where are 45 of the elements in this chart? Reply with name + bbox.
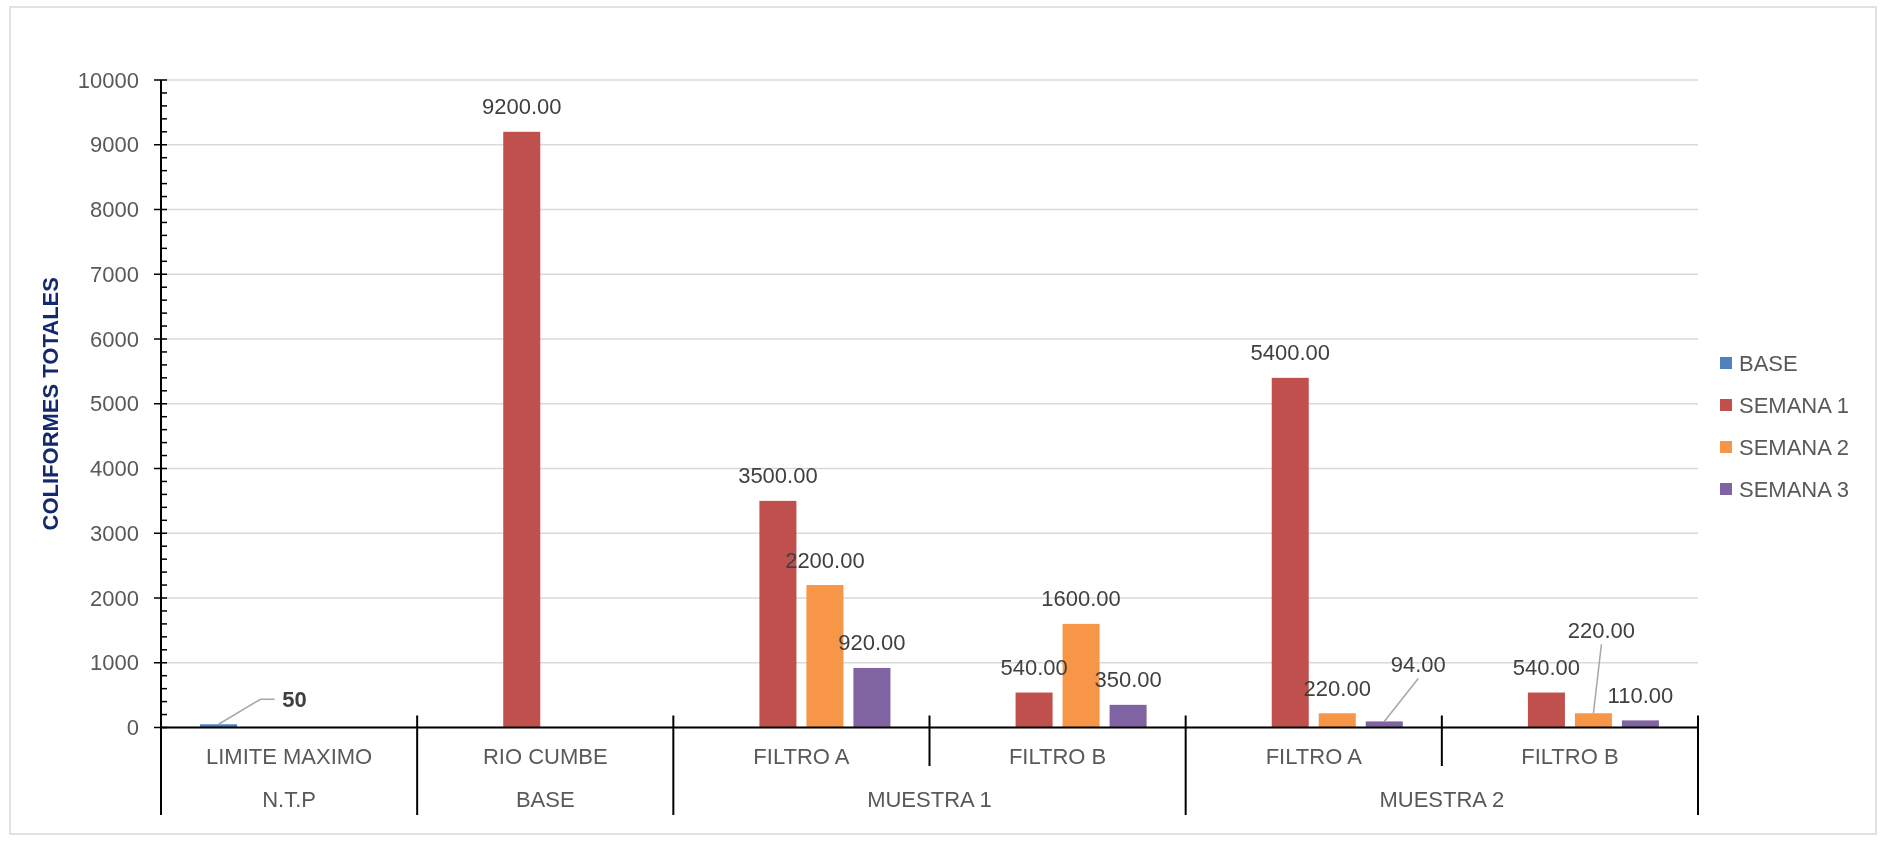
bar	[853, 667, 891, 728]
data-label: 50	[282, 686, 307, 712]
x-tick-label: FILTRO A	[753, 743, 850, 769]
data-label: 9200.00	[481, 94, 562, 120]
y-tick-label: 6000	[90, 326, 139, 352]
bar	[1527, 692, 1565, 728]
data-label: 94.00	[1390, 651, 1446, 677]
x-tick-label: FILTRO A	[1265, 743, 1363, 769]
bar	[1365, 721, 1403, 728]
y-axis-title: COLIFORMES TOTALES	[37, 277, 63, 531]
bar	[200, 724, 238, 728]
legend-label: BASE	[1739, 350, 1798, 376]
y-tick-label: 0	[126, 715, 139, 740]
legend-label: SEMANA 3	[1739, 476, 1850, 502]
bar	[1621, 720, 1659, 728]
legend-label: SEMANA 1	[1739, 392, 1850, 418]
text: BASE	[515, 786, 575, 812]
x-tick-label: FILTRO B	[1008, 743, 1107, 769]
data-label: 540.00	[1512, 655, 1581, 681]
bar	[503, 131, 541, 728]
data-label: 220.00	[1567, 617, 1636, 643]
y-tick-label: 3000	[90, 520, 139, 546]
bar	[1574, 713, 1612, 728]
x-tick-label: RIO CUMBE	[482, 743, 608, 769]
data-label: 110.00	[1607, 682, 1674, 708]
y-tick-label: 8000	[90, 197, 139, 222]
bar	[1109, 704, 1147, 728]
legend-label: SEMANA 2	[1739, 434, 1850, 460]
x-tick-label: LIMITE MAXIMO	[205, 743, 373, 769]
y-tick-label: 9000	[90, 132, 139, 158]
x-tick-label: FILTRO B	[1521, 743, 1619, 769]
bar	[1015, 692, 1053, 728]
data-label: 3500.00	[738, 463, 818, 489]
y-tick-label: 5000	[90, 391, 139, 417]
y-tick-label: 4000	[90, 456, 139, 481]
bar	[1318, 713, 1356, 728]
text: MUESTRA 2	[1379, 786, 1505, 812]
text: MUESTRA 1	[867, 786, 992, 812]
y-tick-label: 10000	[77, 67, 139, 93]
y-tick-label: 7000	[90, 261, 139, 287]
y-tick-label: 2000	[90, 585, 139, 611]
data-label: 5400.00	[1250, 340, 1331, 366]
y-tick-label: 1000	[90, 650, 139, 676]
data-label: 1600.00	[1041, 586, 1121, 612]
text: N.T.P	[262, 786, 316, 812]
